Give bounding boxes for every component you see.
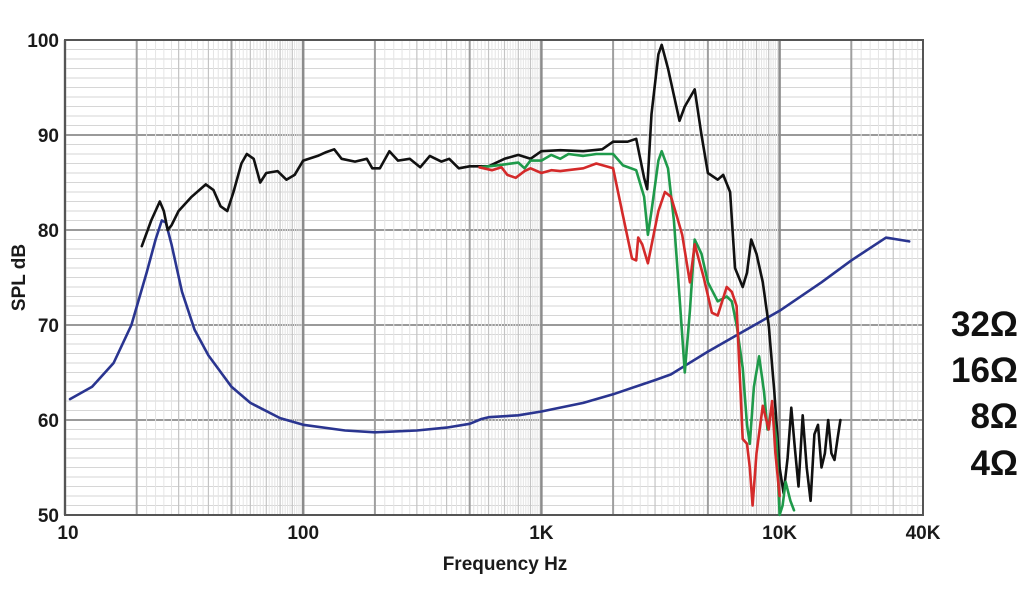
y-tick-label: 60: [38, 411, 59, 432]
x-axis-title: Frequency Hz: [443, 554, 568, 575]
y-tick-label: 80: [38, 221, 59, 242]
impedance-label: 32Ω: [951, 305, 1018, 344]
series-lines: [68, 43, 911, 517]
impedance-label: 4Ω: [970, 444, 1018, 483]
y-tick-label: 90: [38, 126, 59, 147]
x-tick-label: 10K: [762, 523, 797, 544]
y-tick-label: 100: [27, 31, 59, 52]
y-tick-label: 50: [38, 506, 59, 527]
x-tick-label: 40K: [906, 523, 941, 544]
y-tick-label: 70: [38, 316, 59, 337]
plot-frame: [64, 39, 924, 516]
impedance-label: 8Ω: [970, 397, 1018, 436]
impedance-labels: 32Ω 16Ω 8Ω 4Ω: [951, 305, 1018, 483]
x-tick-label: 1K: [529, 523, 554, 544]
x-tick-labels: 10 100 1K 10K 40K: [57, 523, 940, 544]
series-line: [68, 219, 911, 434]
series-line: [478, 149, 796, 517]
x-tick-label: 100: [287, 523, 319, 544]
y-tick-labels: 50 60 70 80 90 100: [27, 31, 59, 527]
y-axis-title: SPL dB: [9, 244, 30, 311]
series-line: [478, 162, 781, 507]
series-line: [140, 43, 842, 503]
impedance-label: 16Ω: [951, 351, 1018, 390]
x-tick-label: 10: [57, 523, 78, 544]
